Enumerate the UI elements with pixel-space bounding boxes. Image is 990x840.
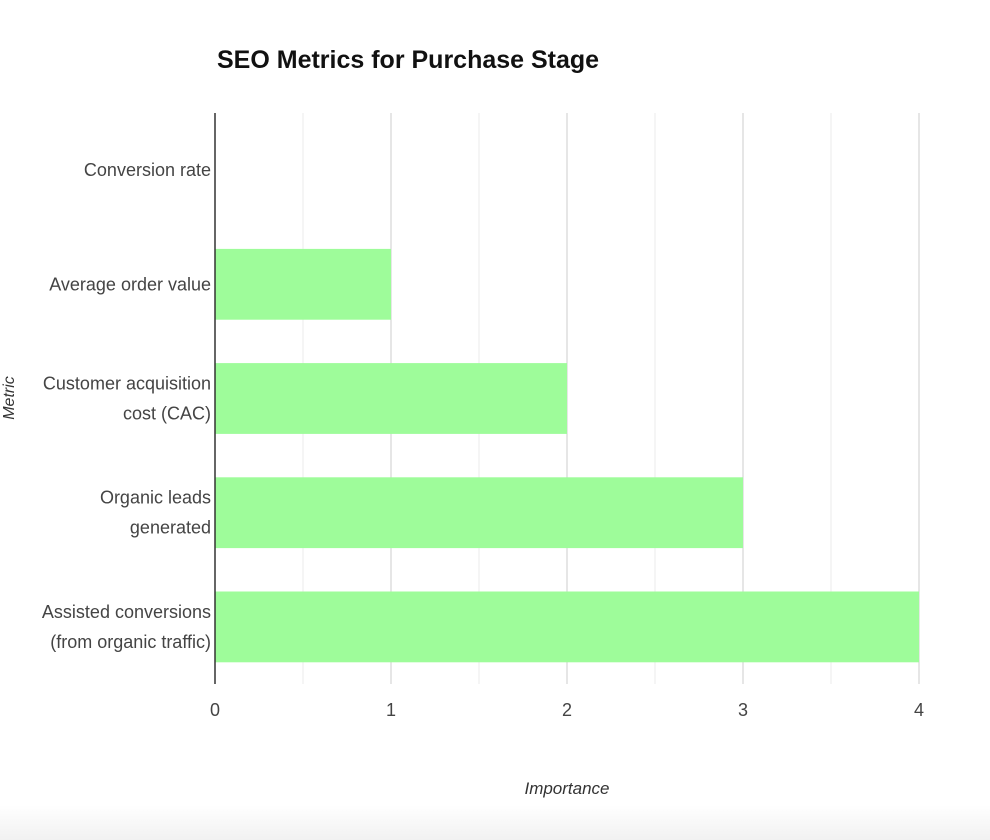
- y-tick-label: Assisted conversions (from organic traffi…: [42, 602, 211, 652]
- y-tick-labels: Conversion rate Average order value Custom…: [42, 160, 211, 652]
- x-tick-label: 2: [562, 700, 572, 720]
- y-tick-label: Average order value: [49, 274, 211, 294]
- chart-title: SEO Metrics for Purchase Stage: [217, 46, 599, 74]
- y-tick-label: Customer acquisition cost (CAC): [43, 374, 211, 424]
- y-axis-title: Metric: [1, 376, 18, 420]
- bar: [215, 591, 919, 663]
- bar: [215, 248, 391, 320]
- y-tick-label-line: (from organic traffic): [50, 632, 211, 652]
- y-tick-label-line: generated: [130, 518, 211, 538]
- bar: [215, 363, 567, 434]
- x-tick-label: 4: [914, 700, 924, 720]
- y-tick-label-line: Conversion rate: [84, 160, 211, 180]
- x-tick-label: 1: [386, 700, 396, 720]
- y-tick-label-line: Assisted conversions: [42, 602, 211, 622]
- y-tick-label-line: Organic leads: [100, 488, 211, 508]
- y-tick-label-line: Average order value: [49, 274, 211, 294]
- x-tick-label: 3: [738, 700, 748, 720]
- bar: [215, 477, 743, 549]
- footer-shade: [0, 805, 990, 840]
- y-tick-label-line: Customer acquisition: [43, 374, 211, 394]
- x-tick-labels: 0 1 2 3 4: [210, 700, 924, 720]
- x-tick-label: 0: [210, 700, 220, 720]
- x-axis-title: Importance: [524, 779, 609, 798]
- y-tick-label: Organic leads generated: [100, 488, 211, 538]
- bars: [215, 134, 919, 663]
- y-tick-label: Conversion rate: [84, 160, 211, 180]
- y-tick-label-line: cost (CAC): [123, 404, 211, 424]
